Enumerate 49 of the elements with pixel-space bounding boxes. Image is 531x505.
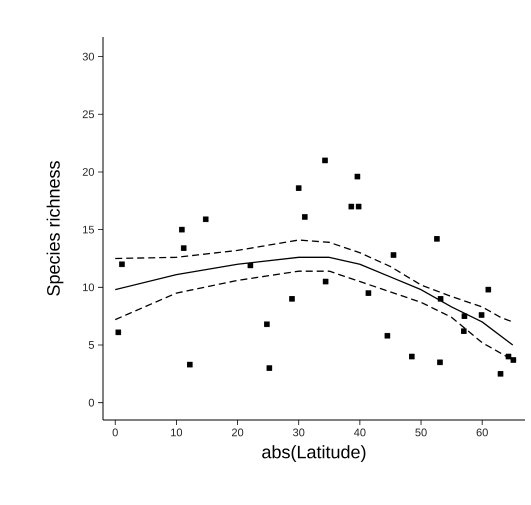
point	[180, 245, 187, 251]
point	[187, 362, 193, 368]
point	[390, 252, 396, 258]
point	[478, 312, 484, 318]
y-tick-label: 5	[88, 341, 94, 349]
point	[438, 296, 444, 302]
point	[486, 286, 492, 292]
point	[462, 313, 468, 319]
x-tick-label: 0	[112, 428, 118, 436]
point	[179, 226, 185, 232]
point	[434, 236, 440, 242]
point	[437, 360, 443, 366]
point	[356, 204, 362, 210]
point	[296, 185, 302, 191]
point	[498, 371, 504, 377]
point	[366, 290, 372, 296]
x-tick-label: 20	[232, 428, 244, 436]
y-tick-label: 15	[83, 226, 94, 234]
point	[119, 261, 125, 268]
y-tick-label: 0	[88, 398, 94, 407]
point	[384, 332, 390, 339]
point	[354, 174, 360, 180]
y-axis-title: Species richness	[46, 161, 64, 296]
point	[248, 262, 254, 268]
point	[506, 354, 512, 360]
point	[322, 158, 328, 164]
x-tick-label: 60	[476, 428, 488, 436]
point	[115, 330, 122, 336]
y-tick-label: 30	[82, 52, 94, 60]
point	[264, 321, 270, 328]
x-tick-label: 40	[354, 428, 366, 436]
line-series	[114, 256, 514, 346]
x-tick-label: 30	[293, 428, 304, 436]
x-tick-label: 50	[415, 428, 427, 436]
x-axis-title: abs(Latitude)	[262, 445, 366, 462]
y-tick-label: 20	[82, 168, 94, 176]
y-tick-label: 25	[82, 110, 94, 118]
point	[266, 365, 272, 371]
point	[289, 296, 295, 302]
point	[461, 328, 467, 334]
point	[322, 278, 328, 284]
point	[302, 214, 308, 220]
x-tick-label: 10	[171, 428, 182, 436]
y-tick-label: 10	[83, 283, 94, 292]
point	[409, 354, 415, 360]
point	[510, 357, 516, 363]
line-series	[114, 239, 514, 323]
point	[202, 216, 209, 222]
point	[348, 204, 354, 210]
